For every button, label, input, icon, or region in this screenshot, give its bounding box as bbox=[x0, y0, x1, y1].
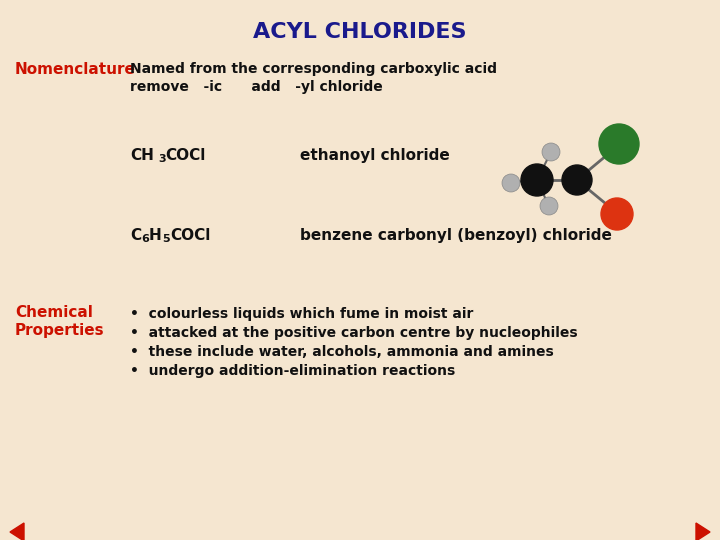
Text: H: H bbox=[149, 228, 162, 243]
Text: 3: 3 bbox=[158, 154, 166, 164]
Text: •  attacked at the positive carbon centre by nucleophiles: • attacked at the positive carbon centre… bbox=[130, 326, 577, 340]
Text: remove   -ic      add   -yl chloride: remove -ic add -yl chloride bbox=[130, 80, 383, 94]
Text: C: C bbox=[130, 228, 141, 243]
Circle shape bbox=[599, 124, 639, 164]
Text: 6: 6 bbox=[141, 234, 149, 244]
Text: Named from the corresponding carboxylic acid: Named from the corresponding carboxylic … bbox=[130, 62, 497, 76]
Circle shape bbox=[601, 198, 633, 230]
Text: COCl: COCl bbox=[165, 148, 205, 163]
Circle shape bbox=[502, 174, 520, 192]
Text: benzene carbonyl (benzoyl) chloride: benzene carbonyl (benzoyl) chloride bbox=[300, 228, 612, 243]
Circle shape bbox=[521, 164, 553, 196]
Text: •  these include water, alcohols, ammonia and amines: • these include water, alcohols, ammonia… bbox=[130, 345, 554, 359]
Polygon shape bbox=[10, 523, 24, 540]
Text: •  colourless liquids which fume in moist air: • colourless liquids which fume in moist… bbox=[130, 307, 473, 321]
Text: COCl: COCl bbox=[170, 228, 210, 243]
Text: ACYL CHLORIDES: ACYL CHLORIDES bbox=[253, 22, 467, 42]
Text: CH: CH bbox=[130, 148, 154, 163]
Text: ethanoyl chloride: ethanoyl chloride bbox=[300, 148, 450, 163]
Text: Properties: Properties bbox=[15, 323, 104, 338]
Circle shape bbox=[540, 197, 558, 215]
Text: •  undergo addition-elimination reactions: • undergo addition-elimination reactions bbox=[130, 364, 455, 378]
Polygon shape bbox=[696, 523, 710, 540]
Circle shape bbox=[542, 143, 560, 161]
Text: 5: 5 bbox=[162, 234, 170, 244]
Text: Chemical: Chemical bbox=[15, 305, 93, 320]
Circle shape bbox=[562, 165, 592, 195]
Text: Nomenclature: Nomenclature bbox=[15, 62, 136, 77]
